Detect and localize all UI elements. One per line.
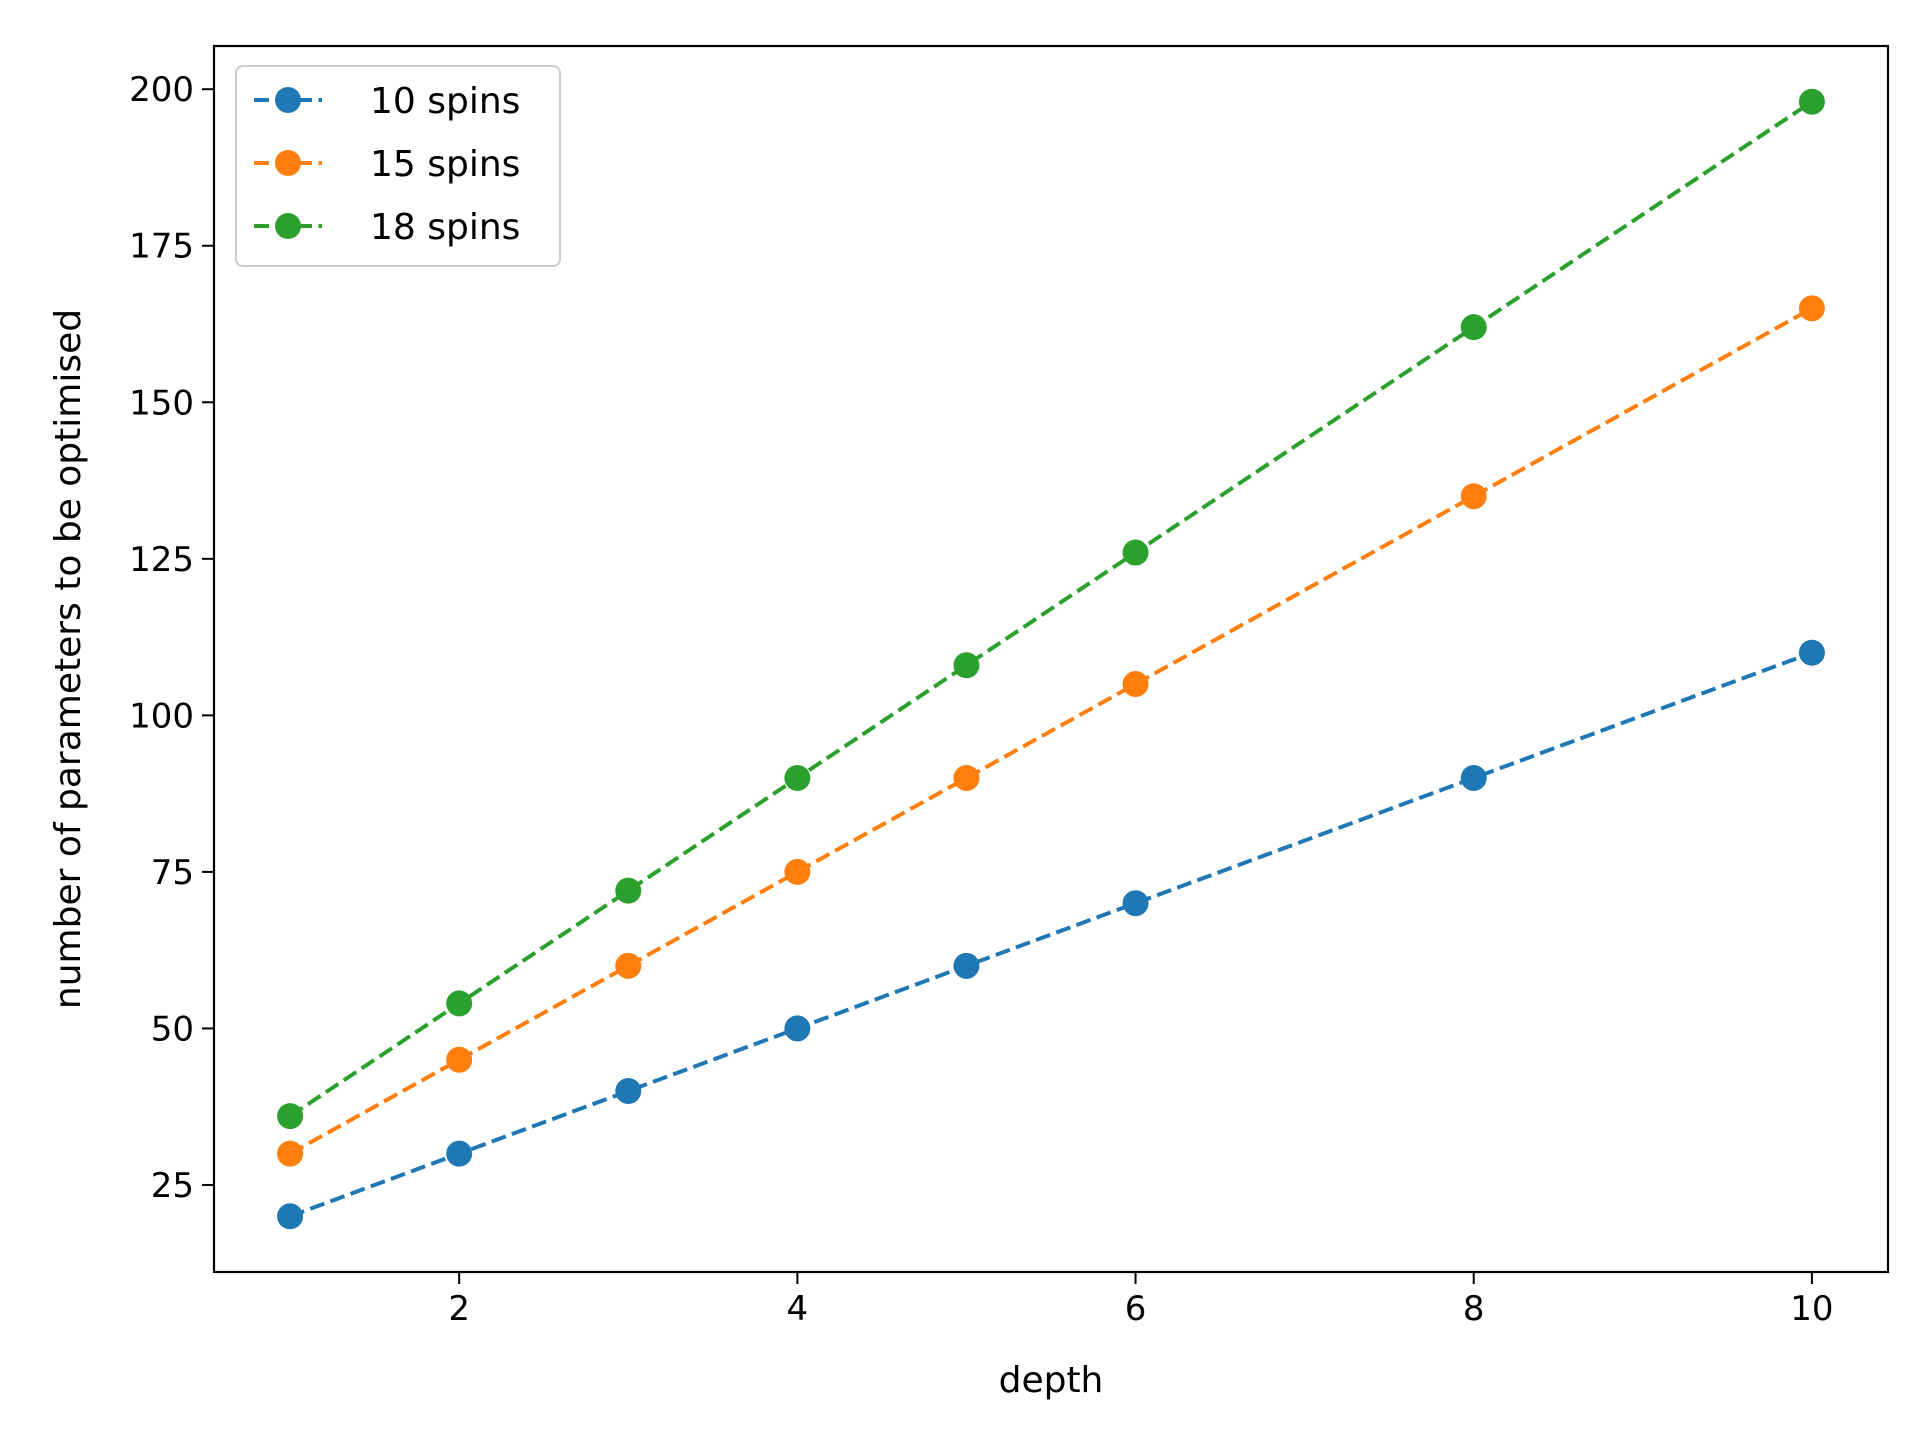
data-point: [1798, 639, 1825, 666]
y-tick-label: 150: [129, 383, 194, 423]
data-point: [1798, 295, 1825, 322]
legend-item: 10 spins: [254, 81, 520, 122]
y-tick-label: 100: [129, 696, 194, 736]
data-point: [1122, 890, 1149, 917]
legend-label: 10 spins: [370, 81, 520, 122]
y-tick-label: 25: [151, 1166, 194, 1206]
data-point: [784, 1015, 811, 1042]
y-tick-label: 75: [151, 853, 194, 893]
y-tick-label: 200: [129, 70, 194, 110]
data-point: [615, 1078, 642, 1105]
legend-box: [235, 65, 561, 267]
x-tick-label: 8: [1463, 1289, 1485, 1329]
y-tick-label: 50: [151, 1009, 194, 1049]
data-point: [953, 764, 980, 791]
data-point: [615, 952, 642, 979]
plot-frame: [212, 44, 1890, 1274]
series-3: [277, 88, 1825, 1130]
x-axis-label: depth: [999, 1360, 1104, 1401]
x-tick-label: 4: [787, 1289, 809, 1329]
data-point: [1798, 88, 1825, 115]
series-2: [277, 295, 1825, 1167]
series-1: [277, 639, 1825, 1230]
legend-item: 15 spins: [254, 144, 520, 185]
series-line: [289, 650, 1813, 1219]
data-point: [1460, 483, 1487, 510]
legend-marker: [275, 213, 301, 239]
y-tick-label: 125: [129, 540, 194, 580]
data-point: [784, 858, 811, 885]
data-point: [1460, 764, 1487, 791]
x-tick-label: 2: [448, 1289, 470, 1329]
data-point: [446, 990, 473, 1017]
data-point: [1122, 539, 1149, 566]
data-point: [953, 952, 980, 979]
data-point: [446, 1046, 473, 1073]
data-point: [1460, 314, 1487, 341]
legend-label: 18 spins: [370, 207, 520, 248]
x-tick-label: 10: [1790, 1289, 1833, 1329]
legend-item: 18 spins: [254, 207, 520, 248]
data-point: [784, 764, 811, 791]
data-point: [953, 652, 980, 679]
data-point: [1122, 671, 1149, 698]
y-axis-label: number of parameters to be optimised: [48, 309, 89, 1009]
data-point: [277, 1203, 304, 1230]
data-point: [615, 877, 642, 904]
legend-label: 15 spins: [370, 144, 520, 185]
y-tick-label: 175: [129, 227, 194, 267]
data-point: [446, 1140, 473, 1167]
ticks-layer: 2 4 6 8 10 25 50 75 100 125 150 175 200: [129, 70, 1833, 1329]
series-line: [289, 306, 1813, 1156]
legend: 10 spins 15 spins 18 spins: [235, 65, 561, 267]
series-layer: [277, 88, 1825, 1230]
legend-marker: [275, 150, 301, 176]
x-tick-label: 6: [1125, 1289, 1147, 1329]
data-point: [277, 1140, 304, 1167]
series-line: [288, 100, 1814, 1118]
data-point: [277, 1103, 304, 1130]
legend-marker: [275, 87, 301, 113]
